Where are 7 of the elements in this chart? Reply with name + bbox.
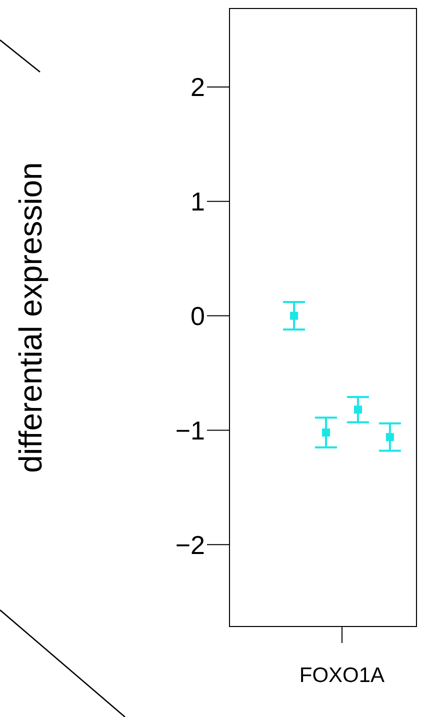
y-tick-label: 2 [190,72,205,102]
y-axis-title: differential expression [12,162,48,473]
y-tick-label: 1 [190,186,205,217]
y-tick-label: 0 [190,301,205,332]
x-tick-label: FOXO1A [299,664,385,687]
y-tick-label: −1 [175,415,205,446]
y-tick-label: −2 [175,530,205,560]
